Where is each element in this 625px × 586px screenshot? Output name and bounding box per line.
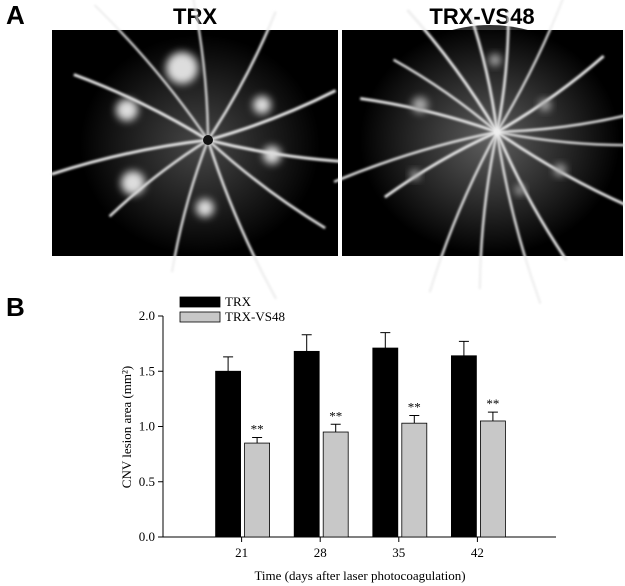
vessel bbox=[207, 139, 326, 230]
y-tick-label: 1.0 bbox=[139, 419, 155, 434]
vessel bbox=[496, 130, 625, 207]
vessel bbox=[206, 139, 278, 300]
y-axis-label: CNV lesion area (mm²) bbox=[119, 366, 134, 488]
vessel bbox=[495, 131, 542, 304]
vessel bbox=[73, 73, 209, 142]
legend-label: TRX-VS48 bbox=[225, 309, 285, 324]
x-axis-label: Time (days after laser photocoagulation) bbox=[254, 568, 465, 583]
vessel bbox=[192, 0, 210, 141]
lesion bbox=[121, 171, 145, 195]
lesion bbox=[539, 99, 551, 111]
vessel bbox=[206, 11, 277, 141]
lesion bbox=[412, 97, 428, 113]
vessel bbox=[108, 138, 209, 218]
bar bbox=[479, 420, 506, 538]
vessel bbox=[170, 139, 210, 273]
x-tick-label: 42 bbox=[471, 545, 484, 560]
significance-label: ** bbox=[408, 399, 421, 414]
x-tick-label: 21 bbox=[235, 545, 248, 560]
vessel bbox=[333, 130, 498, 183]
error-bar bbox=[409, 414, 420, 424]
panel-label: B bbox=[6, 292, 25, 322]
divider bbox=[338, 30, 342, 256]
bar bbox=[293, 350, 320, 538]
vessel bbox=[496, 114, 625, 134]
error-bar bbox=[330, 423, 341, 433]
vessel bbox=[360, 97, 498, 134]
bar bbox=[322, 431, 349, 538]
lesion bbox=[489, 54, 501, 66]
error-bar bbox=[458, 340, 469, 356]
lesion bbox=[166, 52, 198, 84]
error-bar bbox=[487, 411, 498, 421]
fundus-image bbox=[50, 0, 361, 300]
lesion bbox=[554, 164, 566, 176]
bar bbox=[244, 442, 271, 538]
vessel bbox=[207, 89, 337, 142]
vessel bbox=[478, 131, 499, 290]
bar bbox=[215, 370, 242, 538]
vessel bbox=[392, 58, 498, 133]
image-title: TRX-VS48 bbox=[429, 4, 534, 29]
legend-label: TRX bbox=[225, 294, 252, 309]
vessel bbox=[496, 0, 564, 133]
vessel bbox=[495, 11, 510, 133]
bar bbox=[450, 355, 477, 538]
optic-disc bbox=[203, 135, 213, 145]
error-bar bbox=[301, 334, 312, 352]
x-tick-label: 35 bbox=[392, 545, 405, 560]
error-bar bbox=[380, 332, 391, 349]
y-tick-label: 1.5 bbox=[139, 363, 155, 378]
lesion bbox=[515, 185, 525, 195]
lesion bbox=[263, 146, 281, 164]
vessel bbox=[495, 131, 568, 261]
vessel bbox=[50, 138, 209, 176]
bar bbox=[401, 422, 428, 538]
bar bbox=[372, 347, 399, 538]
lesion bbox=[196, 199, 214, 217]
fundus-image bbox=[333, 0, 625, 304]
y-tick-label: 0.5 bbox=[139, 474, 155, 489]
significance-label: ** bbox=[329, 408, 342, 423]
error-bar bbox=[252, 437, 263, 444]
y-tick-label: 0.0 bbox=[139, 529, 155, 544]
vessel bbox=[496, 55, 605, 134]
vessel bbox=[468, 13, 499, 133]
y-tick-label: 2.0 bbox=[139, 308, 155, 323]
significance-label: ** bbox=[486, 396, 499, 411]
vessel bbox=[406, 9, 499, 133]
panel-label: A bbox=[6, 0, 25, 30]
legend-swatch bbox=[179, 296, 221, 308]
error-bar bbox=[223, 356, 234, 372]
lesion bbox=[410, 170, 420, 180]
lesion bbox=[253, 96, 271, 114]
vessel bbox=[93, 4, 209, 141]
vessel bbox=[428, 131, 498, 293]
legend-swatch bbox=[179, 311, 221, 323]
significance-label: ** bbox=[251, 422, 264, 437]
vessel bbox=[384, 130, 498, 199]
lesion bbox=[116, 99, 138, 121]
x-tick-label: 28 bbox=[314, 545, 327, 560]
vessel bbox=[496, 130, 625, 147]
